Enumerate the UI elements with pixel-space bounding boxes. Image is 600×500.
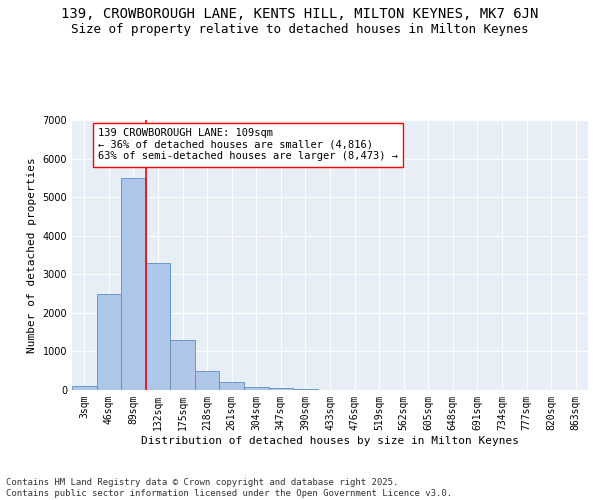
Bar	[195, 372, 220, 390]
Text: Size of property relative to detached houses in Milton Keynes: Size of property relative to detached ho…	[71, 22, 529, 36]
Text: 139, CROWBOROUGH LANE, KENTS HILL, MILTON KEYNES, MK7 6JN: 139, CROWBOROUGH LANE, KENTS HILL, MILTO…	[61, 8, 539, 22]
Bar	[220, 382, 244, 390]
Text: Contains HM Land Registry data © Crown copyright and database right 2025.
Contai: Contains HM Land Registry data © Crown c…	[6, 478, 452, 498]
X-axis label: Distribution of detached houses by size in Milton Keynes: Distribution of detached houses by size …	[141, 436, 519, 446]
Bar	[97, 294, 121, 390]
Text: 139 CROWBOROUGH LANE: 109sqm
← 36% of detached houses are smaller (4,816)
63% of: 139 CROWBOROUGH LANE: 109sqm ← 36% of de…	[98, 128, 398, 162]
Y-axis label: Number of detached properties: Number of detached properties	[27, 157, 37, 353]
Bar	[170, 340, 195, 390]
Bar	[146, 262, 170, 390]
Bar	[269, 388, 293, 390]
Bar	[72, 386, 97, 390]
Bar	[244, 386, 269, 390]
Bar	[293, 389, 318, 390]
Bar	[121, 178, 146, 390]
